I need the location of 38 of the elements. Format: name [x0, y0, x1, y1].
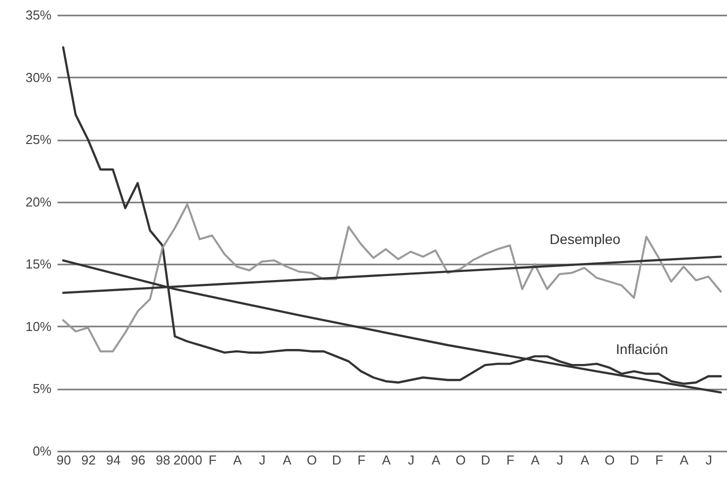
x-tick-label: A: [282, 452, 292, 468]
y-tick-label: 15%: [25, 256, 52, 272]
x-tick-label: A: [530, 452, 540, 468]
x-tick-label: 94: [106, 452, 121, 468]
series-label: Inflación: [616, 341, 668, 357]
x-tick-label: J: [706, 452, 712, 468]
y-tick-label: 35%: [25, 8, 52, 22]
y-tick-label: 10%: [25, 318, 52, 334]
x-tick-label: A: [233, 452, 242, 468]
x-tick-label: 92: [81, 452, 96, 468]
y-tick-label: 0%: [32, 444, 52, 458]
x-tick-label: A: [580, 452, 590, 468]
x-tick-label: F: [208, 452, 217, 468]
x-tick-label: A: [680, 452, 689, 468]
x-tick-label: O: [456, 452, 466, 468]
x-tick-label: J: [408, 452, 414, 468]
x-tick-label: F: [655, 452, 664, 468]
x-tick-label: A: [382, 452, 391, 468]
x-tick-label: D: [332, 452, 342, 468]
line-series: [62, 203, 722, 352]
series-label: Desempleo: [550, 231, 621, 247]
y-tick-label: 30%: [25, 70, 52, 85]
y-tick-label: 25%: [25, 132, 52, 148]
x-tick-label: 90: [56, 452, 71, 468]
x-tick-label: F: [358, 452, 366, 468]
y-tick-label: 5%: [32, 381, 52, 396]
x-tick-label: D: [630, 452, 640, 468]
x-tick-label: 2000: [173, 452, 202, 468]
x-tick-label: D: [480, 452, 490, 468]
x-tick-label: J: [258, 452, 266, 468]
x-tick-label: O: [306, 452, 317, 468]
y-tick-label: 20%: [25, 194, 52, 210]
x-tick-label: 98: [156, 452, 170, 468]
x-tick-label: O: [604, 452, 615, 468]
x-tick-label: F: [506, 452, 514, 468]
x-tick-label: A: [432, 452, 441, 468]
x-tick-label: J: [556, 452, 564, 468]
x-tick-label: 96: [130, 452, 146, 468]
